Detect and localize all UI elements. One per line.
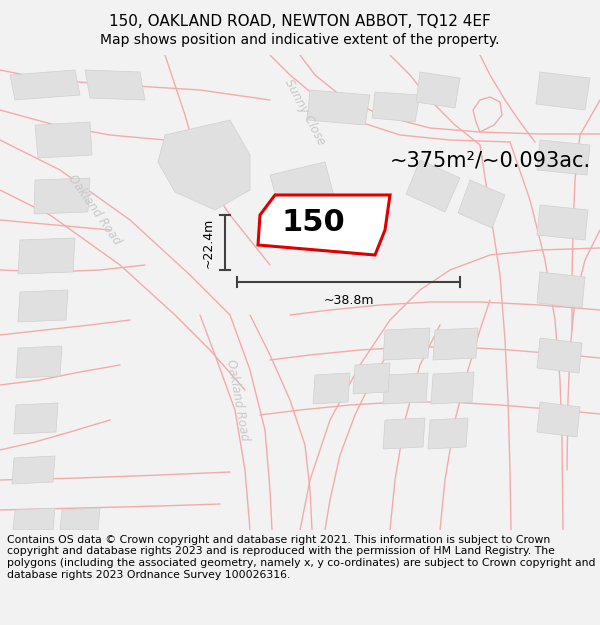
Polygon shape [85,70,145,100]
Text: ~22.4m: ~22.4m [202,217,215,268]
Polygon shape [18,238,75,274]
Text: ~38.8m: ~38.8m [323,294,374,307]
Polygon shape [383,418,425,449]
Text: Sunny Close: Sunny Close [282,77,328,148]
Polygon shape [537,402,580,437]
Polygon shape [433,328,478,360]
Polygon shape [16,346,62,378]
Polygon shape [18,290,68,322]
Polygon shape [353,363,390,394]
Polygon shape [536,72,590,110]
Text: Contains OS data © Crown copyright and database right 2021. This information is : Contains OS data © Crown copyright and d… [7,535,596,579]
Polygon shape [12,456,55,484]
Polygon shape [13,508,55,530]
Polygon shape [383,328,430,360]
Polygon shape [537,338,582,373]
Text: 150: 150 [282,208,346,237]
Polygon shape [537,205,588,240]
Polygon shape [537,272,585,308]
Polygon shape [158,120,250,210]
Text: ~375m²/~0.093ac.: ~375m²/~0.093ac. [390,150,591,170]
Polygon shape [258,195,390,255]
Polygon shape [383,373,428,404]
Polygon shape [10,70,80,100]
Polygon shape [431,372,474,404]
Polygon shape [307,90,370,125]
Polygon shape [270,162,335,212]
Polygon shape [35,122,92,158]
Text: 150, OAKLAND ROAD, NEWTON ABBOT, TQ12 4EF: 150, OAKLAND ROAD, NEWTON ABBOT, TQ12 4E… [109,14,491,29]
Polygon shape [406,160,460,212]
Text: Oakland Road: Oakland Road [66,173,124,248]
Polygon shape [14,403,58,434]
Polygon shape [313,373,350,404]
Text: Oakland Road: Oakland Road [224,358,251,442]
Polygon shape [416,72,460,108]
Polygon shape [60,508,100,530]
Polygon shape [34,178,90,214]
Polygon shape [372,92,420,122]
Polygon shape [458,180,505,228]
Polygon shape [537,140,590,175]
Polygon shape [428,418,468,449]
Text: Map shows position and indicative extent of the property.: Map shows position and indicative extent… [100,33,500,47]
